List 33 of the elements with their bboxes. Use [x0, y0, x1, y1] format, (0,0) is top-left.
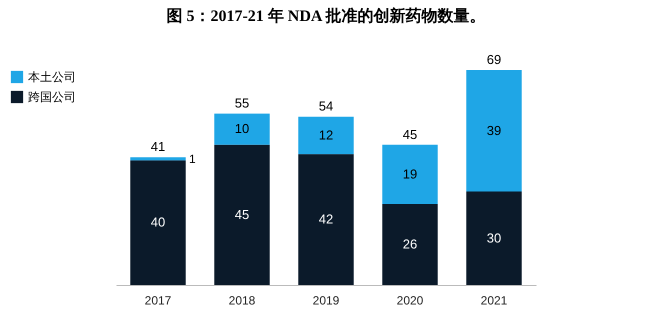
data-label: 10 — [234, 121, 250, 136]
x-tick-label: 2019 — [312, 294, 340, 308]
data-label: 40 — [150, 214, 166, 230]
data-label: 45 — [234, 206, 250, 222]
data-label: 30 — [486, 230, 502, 246]
legend-label: 本土公司 — [28, 70, 76, 84]
bar — [298, 154, 354, 285]
data-label: 42 — [318, 212, 334, 227]
bar — [466, 192, 522, 285]
data-label: 1 — [189, 152, 196, 166]
data-label: 12 — [318, 127, 334, 142]
bar — [298, 116, 354, 154]
data-label: 26 — [402, 236, 418, 252]
x-tick-label: 2021 — [480, 294, 508, 308]
bar — [466, 70, 522, 192]
bar — [130, 157, 186, 160]
total-label: 41 — [150, 139, 166, 154]
bar — [214, 114, 270, 145]
bar — [382, 144, 438, 204]
total-label: 69 — [486, 52, 502, 67]
bar — [214, 144, 270, 285]
x-tick-label: 2017 — [144, 294, 172, 308]
x-tick-label: 2018 — [228, 294, 256, 308]
x-tick-label: 2020 — [396, 294, 424, 308]
total-label: 45 — [402, 126, 418, 142]
data-label: 19 — [402, 166, 418, 182]
legend-label: 跨国公司 — [28, 90, 76, 104]
total-label: 54 — [318, 98, 334, 114]
chart-title: 图 5：2017-21 年 NDA 批准的创新药物数量。 — [166, 7, 486, 25]
bar — [130, 160, 186, 285]
bar — [382, 204, 438, 285]
total-label: 55 — [234, 96, 250, 111]
data-label: 39 — [486, 122, 502, 138]
